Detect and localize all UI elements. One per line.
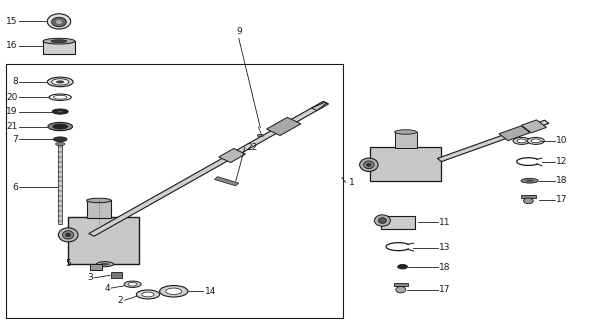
Text: 17: 17: [440, 285, 451, 294]
Text: 4: 4: [105, 284, 110, 292]
Text: 17: 17: [556, 195, 568, 204]
Ellipse shape: [97, 262, 114, 267]
Text: 9: 9: [236, 28, 242, 36]
Polygon shape: [499, 126, 530, 140]
Ellipse shape: [527, 137, 544, 144]
Text: 22: 22: [246, 143, 258, 152]
Text: 5: 5: [66, 259, 71, 268]
Polygon shape: [219, 148, 245, 163]
Ellipse shape: [53, 124, 68, 129]
Ellipse shape: [56, 20, 62, 24]
Ellipse shape: [87, 198, 111, 203]
Bar: [394, 283, 408, 286]
Text: 3: 3: [87, 273, 93, 282]
Ellipse shape: [517, 139, 526, 143]
Text: 14: 14: [205, 287, 216, 296]
Bar: [6, 64, 343, 318]
Text: 13: 13: [440, 243, 451, 252]
Polygon shape: [522, 120, 547, 133]
Text: 8: 8: [12, 77, 18, 86]
Ellipse shape: [513, 137, 530, 144]
Ellipse shape: [360, 158, 378, 172]
Bar: [395, 132, 417, 148]
Ellipse shape: [52, 79, 69, 85]
Ellipse shape: [521, 178, 538, 183]
Ellipse shape: [363, 161, 374, 169]
Ellipse shape: [65, 233, 71, 237]
Bar: [111, 272, 122, 277]
Ellipse shape: [142, 292, 154, 297]
Polygon shape: [89, 101, 328, 236]
FancyBboxPatch shape: [43, 41, 75, 54]
Ellipse shape: [378, 218, 386, 223]
Ellipse shape: [47, 14, 71, 29]
Text: 16: 16: [6, 41, 18, 51]
Ellipse shape: [100, 263, 109, 266]
Bar: [521, 195, 536, 198]
Polygon shape: [311, 102, 327, 110]
Polygon shape: [437, 120, 549, 162]
Bar: [215, 177, 239, 186]
Ellipse shape: [52, 109, 68, 114]
Text: 7: 7: [12, 135, 18, 144]
Ellipse shape: [54, 95, 67, 99]
Ellipse shape: [395, 130, 417, 134]
Text: 19: 19: [6, 107, 18, 116]
Text: 21: 21: [7, 122, 18, 131]
Ellipse shape: [43, 38, 75, 44]
FancyBboxPatch shape: [68, 217, 139, 264]
Ellipse shape: [257, 134, 263, 137]
Ellipse shape: [523, 198, 533, 204]
Ellipse shape: [160, 285, 188, 297]
Ellipse shape: [52, 17, 66, 27]
Text: 6: 6: [12, 183, 18, 192]
Ellipse shape: [55, 142, 65, 146]
Text: 12: 12: [556, 157, 568, 166]
Ellipse shape: [48, 123, 73, 131]
Ellipse shape: [166, 288, 181, 294]
Text: 18: 18: [440, 263, 451, 272]
Text: 1: 1: [349, 178, 355, 187]
Ellipse shape: [57, 111, 63, 113]
Ellipse shape: [58, 228, 78, 242]
Ellipse shape: [51, 40, 67, 43]
Text: 15: 15: [6, 17, 18, 26]
Ellipse shape: [54, 137, 67, 142]
Text: 18: 18: [556, 176, 568, 185]
Text: 2: 2: [118, 296, 124, 305]
Ellipse shape: [56, 80, 65, 84]
Ellipse shape: [375, 215, 391, 226]
Bar: [90, 264, 102, 270]
Ellipse shape: [128, 283, 137, 286]
Bar: [87, 200, 111, 218]
FancyBboxPatch shape: [381, 216, 415, 228]
Text: 20: 20: [7, 93, 18, 102]
Ellipse shape: [124, 281, 141, 287]
FancyBboxPatch shape: [370, 147, 441, 181]
Polygon shape: [266, 117, 301, 136]
Ellipse shape: [137, 290, 160, 299]
Text: 11: 11: [440, 218, 451, 227]
Ellipse shape: [531, 139, 541, 143]
Ellipse shape: [526, 180, 534, 182]
Ellipse shape: [47, 77, 73, 87]
Ellipse shape: [63, 231, 74, 239]
Ellipse shape: [398, 265, 408, 269]
Ellipse shape: [366, 163, 371, 167]
Ellipse shape: [396, 286, 406, 293]
Text: 10: 10: [556, 136, 568, 145]
Bar: [58, 144, 62, 224]
